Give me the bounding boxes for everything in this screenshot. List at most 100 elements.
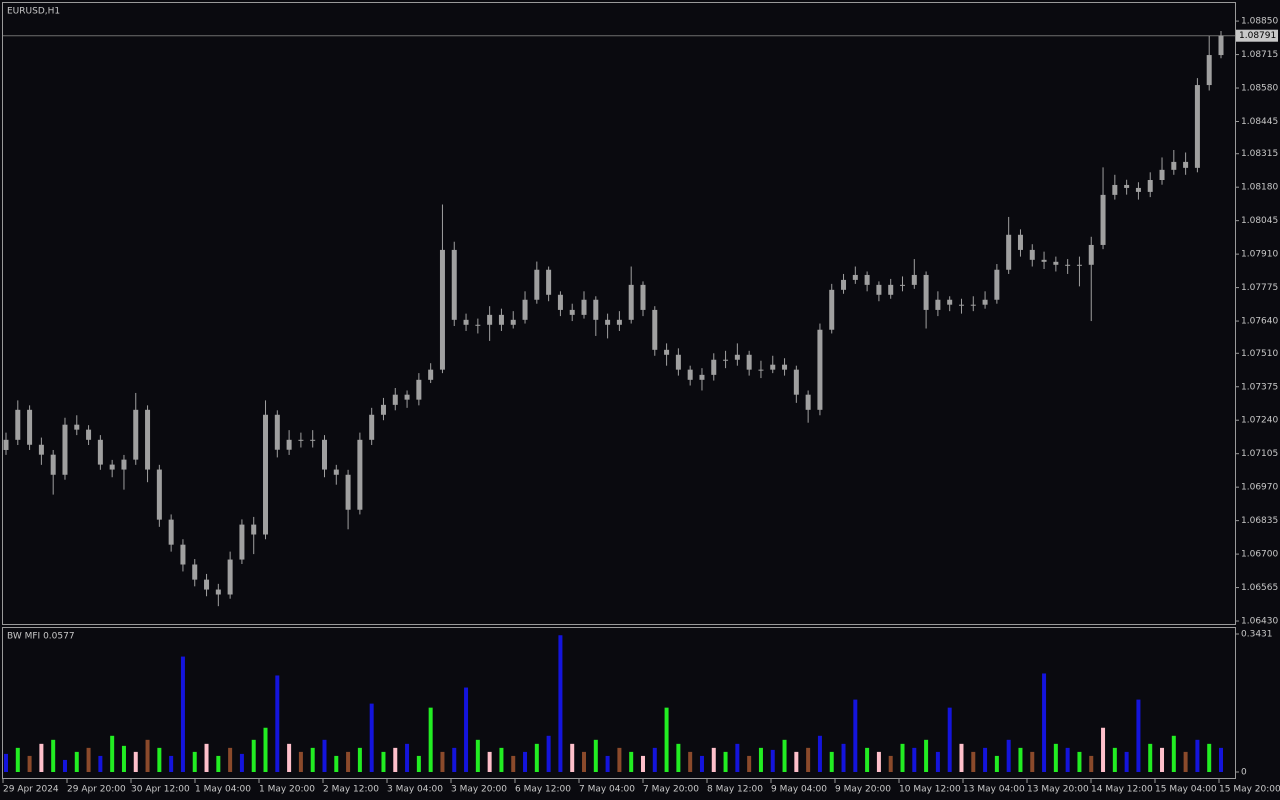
indicator-title: BW MFI 0.0577 — [7, 632, 75, 642]
bar — [699, 755, 704, 772]
candle-body — [27, 409, 33, 445]
bar — [912, 747, 917, 772]
y-tick-label: 1.07775 — [1241, 283, 1278, 293]
candle-body — [1088, 244, 1094, 265]
candle-body — [286, 439, 292, 450]
candle-body — [1065, 264, 1071, 266]
candle-body — [487, 314, 493, 325]
bar — [1148, 743, 1153, 772]
bar — [98, 755, 103, 772]
bar — [322, 739, 327, 772]
candle-body — [310, 439, 316, 441]
bar — [334, 755, 339, 772]
candle-body — [723, 359, 729, 361]
candle-body — [451, 249, 457, 320]
bar — [15, 747, 20, 772]
bar — [676, 743, 681, 772]
x-tick-label: 3 May 20:00 — [451, 785, 507, 795]
bar — [1136, 699, 1141, 772]
bar — [346, 751, 351, 772]
candle-body — [546, 269, 552, 295]
bar — [357, 747, 362, 772]
candle-body — [1159, 169, 1165, 180]
candle-body — [852, 274, 858, 280]
candle-body — [734, 354, 740, 360]
x-tick-label: 29 Apr 20:00 — [67, 785, 126, 795]
candle-body — [239, 524, 245, 560]
bar — [487, 751, 492, 772]
bar — [794, 751, 799, 772]
bar — [664, 707, 669, 772]
bar — [1042, 673, 1047, 772]
bar — [86, 747, 91, 772]
x-tick-label: 13 May 20:00 — [1027, 785, 1089, 795]
bar — [1065, 747, 1070, 772]
y-tick-label: 0 — [1241, 768, 1247, 778]
bar — [1124, 751, 1129, 772]
bar — [971, 751, 976, 772]
candle-body — [1124, 184, 1130, 188]
bar — [994, 755, 999, 772]
bar — [947, 707, 952, 772]
candle-body — [982, 299, 988, 305]
candle-body — [439, 249, 445, 370]
x-tick-label: 6 May 12:00 — [515, 785, 571, 795]
candle-body — [133, 409, 139, 460]
candle-body — [463, 319, 469, 325]
candle-body — [1006, 234, 1012, 270]
bar — [1195, 739, 1200, 772]
candle-body — [782, 364, 788, 370]
bar — [157, 747, 162, 772]
bar — [735, 743, 740, 772]
candle-body — [947, 299, 953, 305]
bar — [1101, 727, 1106, 772]
candle-body — [593, 299, 599, 320]
candle-body — [404, 394, 410, 400]
y-tick-label: 1.08180 — [1241, 183, 1278, 193]
bar — [110, 735, 115, 772]
candle-body — [204, 579, 210, 590]
y-tick-label: 1.07105 — [1241, 449, 1278, 459]
candle-body — [1076, 264, 1082, 266]
bar — [629, 751, 634, 772]
bar — [876, 751, 881, 772]
bar — [1183, 751, 1188, 772]
bar — [251, 739, 256, 772]
candle-body — [298, 439, 304, 441]
chart-title: EURUSD,H1 — [7, 7, 60, 17]
bar — [983, 747, 988, 772]
x-tick-label: 30 Apr 12:00 — [131, 785, 190, 795]
y-tick-label: 1.07640 — [1241, 317, 1278, 327]
candle-body — [581, 299, 587, 315]
x-tick-label: 8 May 12:00 — [707, 785, 763, 795]
bar — [865, 747, 870, 772]
bar — [499, 747, 504, 772]
bar — [806, 747, 811, 772]
candle-body — [428, 369, 434, 380]
y-tick-label: 1.07375 — [1241, 382, 1278, 392]
candle-body — [333, 469, 339, 475]
y-tick-label: 1.06835 — [1241, 516, 1278, 526]
candle-body — [640, 284, 646, 310]
bar — [39, 743, 44, 772]
y-tick-label: 1.06430 — [1241, 617, 1278, 627]
bar — [74, 751, 79, 772]
candle-body — [1183, 161, 1189, 168]
y-tick-label: 1.07910 — [1241, 250, 1278, 260]
candle-body — [711, 359, 717, 375]
bar — [817, 735, 822, 772]
bar — [723, 751, 728, 772]
candle-body — [192, 564, 198, 580]
last-price-box — [1236, 29, 1278, 42]
x-tick-label: 13 May 04:00 — [963, 785, 1025, 795]
y-tick-label: 0.3431 — [1241, 630, 1273, 640]
bar — [1219, 747, 1223, 772]
bar — [782, 739, 787, 772]
candle-body — [1135, 187, 1141, 192]
bar — [546, 735, 551, 772]
candle-body — [1147, 180, 1153, 192]
x-tick-label: 9 May 04:00 — [771, 785, 827, 795]
candle-body — [746, 354, 752, 370]
